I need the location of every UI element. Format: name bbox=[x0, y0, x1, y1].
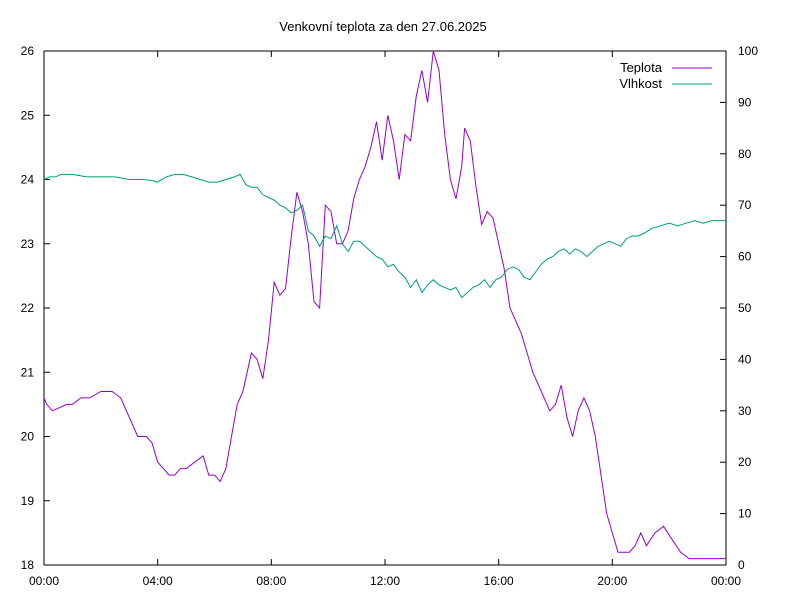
x-tick-label: 16:00 bbox=[484, 574, 514, 588]
y2-tick-label: 60 bbox=[738, 250, 752, 264]
y2-tick-label: 30 bbox=[738, 404, 752, 418]
y2-tick-label: 10 bbox=[738, 507, 752, 521]
chart-title: Venkovní teplota za den 27.06.2025 bbox=[279, 19, 486, 34]
y-tick-label: 25 bbox=[21, 108, 35, 122]
x-axis: 00:00 04:00 08:00 12:00 16:00 20:00 00:00 bbox=[29, 51, 741, 588]
y-tick-label: 18 bbox=[21, 558, 35, 572]
y-tick-label: 19 bbox=[21, 494, 35, 508]
y2-tick-label: 90 bbox=[738, 95, 752, 109]
series-line-teplota bbox=[43, 50, 726, 560]
y2-tick-label: 70 bbox=[738, 198, 752, 212]
y2-tick-label: 100 bbox=[738, 44, 758, 58]
x-tick-label: 08:00 bbox=[256, 574, 286, 588]
y-axis-left: 18 19 20 21 22 23 24 25 26 bbox=[21, 44, 50, 572]
y2-tick-label: 80 bbox=[738, 147, 752, 161]
y2-tick-label: 20 bbox=[738, 455, 752, 469]
y2-tick-label: 50 bbox=[738, 301, 752, 315]
plot-area-border bbox=[43, 50, 727, 566]
y2-tick-label: 0 bbox=[738, 558, 745, 572]
x-tick-label: 00:00 bbox=[29, 574, 59, 588]
y-tick-label: 26 bbox=[21, 44, 35, 58]
y-axis-right: 0 10 20 30 40 50 60 70 80 90 100 bbox=[720, 44, 758, 572]
x-tick-label: 12:00 bbox=[370, 574, 400, 588]
y-tick-label: 22 bbox=[21, 301, 35, 315]
y-tick-label: 20 bbox=[21, 430, 35, 444]
x-tick-label: 00:00 bbox=[711, 574, 741, 588]
y-tick-label: 24 bbox=[21, 173, 35, 187]
x-tick-label: 20:00 bbox=[597, 574, 627, 588]
y-tick-label: 21 bbox=[21, 365, 35, 379]
y2-tick-label: 40 bbox=[738, 352, 752, 366]
legend-label-vlhkost: Vlhkost bbox=[619, 76, 662, 91]
legend-label-teplota: Teplota bbox=[620, 60, 663, 75]
series-lines bbox=[43, 50, 726, 560]
y-tick-label: 23 bbox=[21, 237, 35, 251]
series-line-vlhkost bbox=[43, 173, 726, 299]
x-tick-label: 04:00 bbox=[143, 574, 173, 588]
